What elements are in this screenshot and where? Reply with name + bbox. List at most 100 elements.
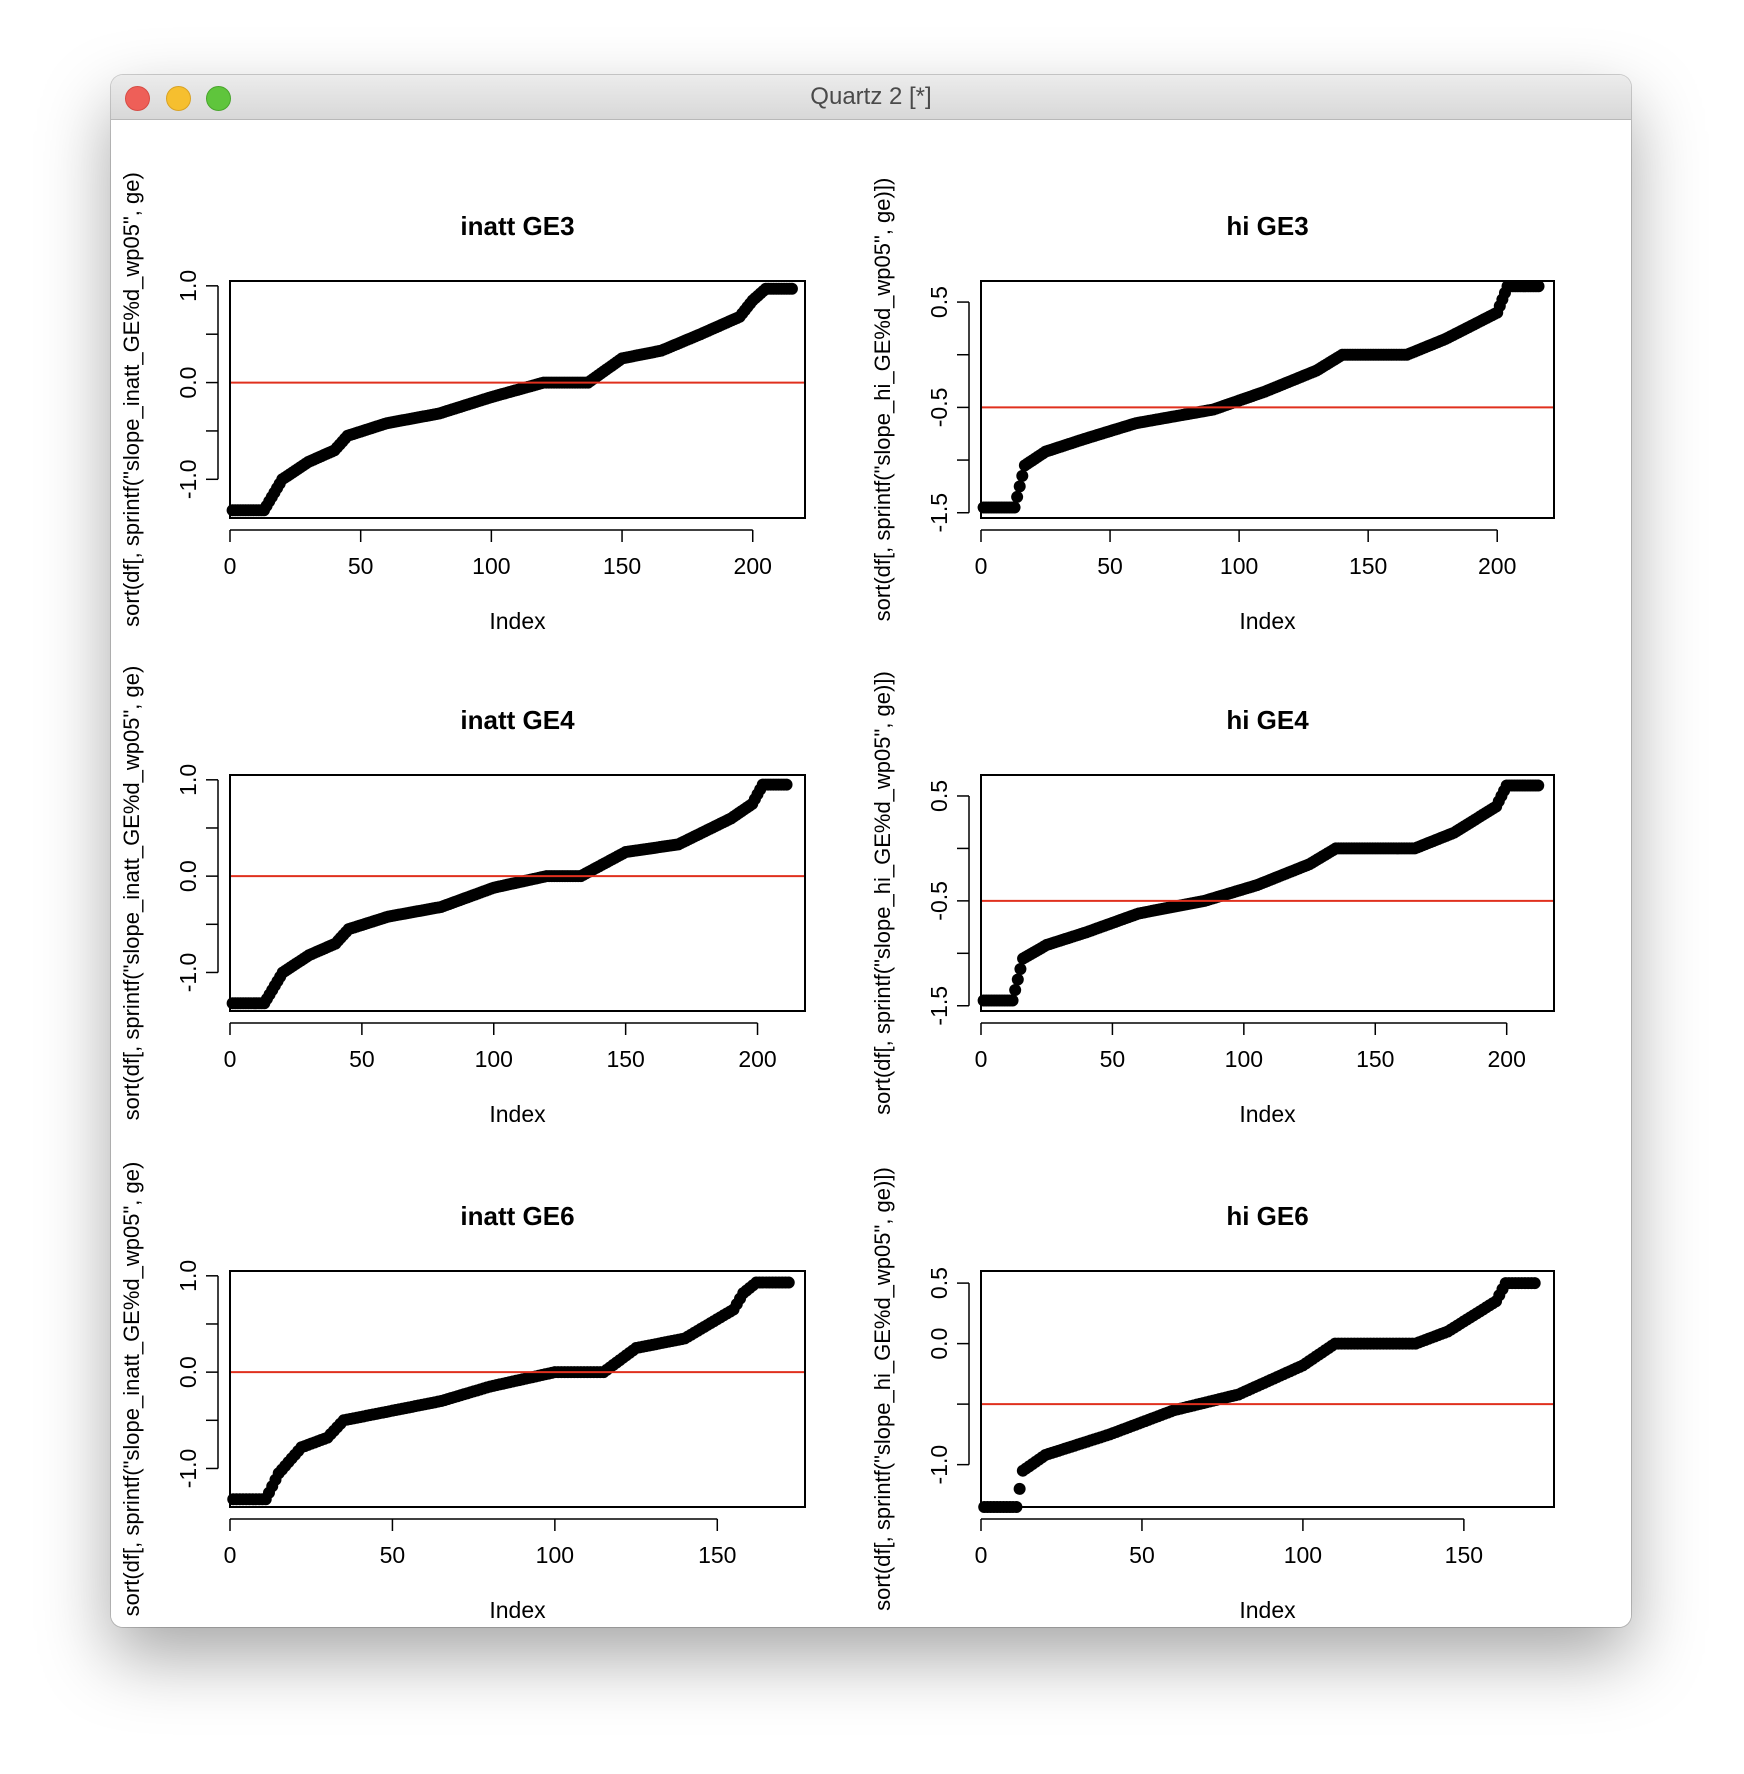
y-tick-label: 1.0 xyxy=(175,270,201,302)
data-point xyxy=(780,778,793,791)
y-tick-label: 1.0 xyxy=(175,1260,201,1292)
chart-title: inatt GE6 xyxy=(460,1201,574,1231)
chart-title: inatt GE3 xyxy=(460,211,574,241)
y-axis-label: sort(df[, sprintf("slope_hi_GE%d_wp05", … xyxy=(870,178,895,622)
x-axis-label: Index xyxy=(489,1597,546,1623)
x-tick-label: 0 xyxy=(224,553,237,579)
data-point xyxy=(1013,480,1026,493)
data-points xyxy=(977,779,1545,1007)
x-tick-label: 150 xyxy=(606,1046,644,1072)
y-tick-label: -1.5 xyxy=(926,986,952,1026)
data-points xyxy=(227,1276,795,1506)
y-tick-label: -1.0 xyxy=(175,459,201,499)
y-axis-label: sort(df[, sprintf("slope_inatt_GE%d_wp05… xyxy=(119,1162,144,1617)
x-tick-label: 50 xyxy=(1129,1542,1155,1568)
data-point xyxy=(1008,501,1021,514)
x-tick-label: 100 xyxy=(475,1046,513,1072)
close-button[interactable] xyxy=(125,86,150,111)
data-point xyxy=(782,1276,795,1289)
plot-frame xyxy=(980,1270,1555,1508)
x-axis: 0 50 100 150 200 xyxy=(224,1022,777,1072)
x-axis-label: Index xyxy=(489,1101,546,1127)
window-title: Quartz 2 [*] xyxy=(810,83,932,110)
x-axis-label: Index xyxy=(1239,1597,1296,1623)
chart-title: hi GE4 xyxy=(1226,705,1309,735)
data-points xyxy=(978,1277,1541,1513)
data-point xyxy=(1532,280,1545,293)
chart-panel-2: hi GE3 0 50 100 150 200 Index -1.5 -0.5 0.5 sort(d… xyxy=(870,178,1555,634)
y-axis: -1.0 0.0 1.0 xyxy=(175,764,219,992)
x-axis-label: Index xyxy=(489,608,546,634)
data-point xyxy=(1006,994,1019,1007)
x-tick-label: 100 xyxy=(1225,1046,1263,1072)
x-tick-label: 100 xyxy=(1220,553,1258,579)
x-axis: 0 50 100 150 200 xyxy=(224,529,772,579)
y-axis-label: sort(df[, sprintf("slope_hi_GE%d_wp05", … xyxy=(870,671,895,1115)
y-tick-label: 0.5 xyxy=(926,286,952,318)
chart-panel-1: inatt GE3 0 50 100 150 200 Index -1.0 0.0 1.0 sort… xyxy=(119,172,806,634)
y-tick-label: -1.5 xyxy=(926,493,952,533)
x-tick-label: 100 xyxy=(1284,1542,1322,1568)
y-axis: -1.5 -0.5 0.5 xyxy=(926,286,970,533)
x-tick-label: 50 xyxy=(380,1542,406,1568)
y-tick-label: 0.0 xyxy=(926,1328,952,1360)
x-tick-label: 200 xyxy=(738,1046,776,1072)
data-point xyxy=(1014,963,1027,976)
chart-title: hi GE3 xyxy=(1226,211,1308,241)
x-tick-label: 150 xyxy=(1356,1046,1394,1072)
x-axis-label: Index xyxy=(1239,1101,1296,1127)
y-axis: -1.0 0.0 1.0 xyxy=(175,1260,219,1489)
zoom-button[interactable] xyxy=(206,86,231,111)
y-axis: -1.5 -0.5 0.5 xyxy=(926,780,970,1026)
data-point xyxy=(1016,469,1029,482)
plot-frame xyxy=(229,774,806,1012)
data-points xyxy=(226,778,793,1010)
plot-frame xyxy=(229,280,806,519)
x-axis: 0 50 100 150 xyxy=(224,1518,736,1568)
chart-panel-5: inatt GE6 0 50 100 150 Index -1.0 0.0 1.0 sort(df… xyxy=(119,1162,806,1623)
x-tick-label: 200 xyxy=(1488,1046,1526,1072)
y-axis-label: sort(df[, sprintf("slope_inatt_GE%d_wp05… xyxy=(119,666,144,1121)
y-axis: -1.0 0.0 1.0 xyxy=(175,270,219,499)
y-tick-label: -1.0 xyxy=(175,1449,201,1489)
x-tick-label: 150 xyxy=(698,1542,736,1568)
data-point xyxy=(1528,1277,1541,1290)
plots-canvas: inatt GE3 0 50 100 150 200 Index -1.0 0.0 1.0 sort… xyxy=(119,172,1555,1623)
y-tick-label: 0.0 xyxy=(175,367,201,399)
chart-title: inatt GE4 xyxy=(460,705,575,735)
y-tick-label: -0.5 xyxy=(926,388,952,428)
chart-panel-4: hi GE4 0 50 100 150 200 Index -1.5 -0.5 0.5 sort(d… xyxy=(870,671,1555,1127)
x-tick-label: 50 xyxy=(349,1046,375,1072)
x-axis: 0 50 100 150 200 xyxy=(975,529,1516,579)
x-tick-label: 100 xyxy=(472,553,510,579)
y-tick-label: 0.5 xyxy=(926,1267,952,1299)
plot-frame xyxy=(980,774,1555,1012)
data-point xyxy=(785,282,798,295)
chart-panel-6: hi GE6 0 50 100 150 Index -1.0 0.0 0.5 sort(df[, … xyxy=(870,1167,1555,1623)
y-axis: -1.0 0.0 0.5 xyxy=(926,1267,970,1485)
x-axis: 0 50 100 150 200 xyxy=(975,1022,1526,1072)
x-tick-label: 0 xyxy=(224,1542,237,1568)
plot-area: inatt GE3 0 50 100 150 200 Index -1.0 0.0 1.0 sort… xyxy=(111,120,1631,1627)
y-axis-label: sort(df[, sprintf("slope_inatt_GE%d_wp05… xyxy=(119,172,144,627)
y-tick-label: -1.0 xyxy=(926,1445,952,1485)
y-tick-label: 0.5 xyxy=(926,780,952,812)
data-point xyxy=(1011,490,1024,503)
title-bar[interactable]: Quartz 2 [*] xyxy=(111,75,1631,120)
data-point xyxy=(1532,779,1545,792)
x-tick-label: 0 xyxy=(975,1542,988,1568)
x-tick-label: 0 xyxy=(975,553,988,579)
y-tick-label: 1.0 xyxy=(175,764,201,796)
x-tick-label: 150 xyxy=(1349,553,1387,579)
chart-title: hi GE6 xyxy=(1226,1201,1308,1231)
chart-panel-3: inatt GE4 0 50 100 150 200 Index -1.0 0.0 1.0 sort… xyxy=(119,666,806,1127)
x-tick-label: 150 xyxy=(603,553,641,579)
plot-frame xyxy=(980,280,1555,519)
y-axis-label: sort(df[, sprintf("slope_hi_GE%d_wp05", … xyxy=(870,1167,895,1611)
data-point xyxy=(1009,984,1022,997)
x-tick-label: 200 xyxy=(1478,553,1516,579)
data-points xyxy=(977,280,1545,514)
x-tick-label: 200 xyxy=(734,553,772,579)
minimize-button[interactable] xyxy=(166,86,191,111)
x-tick-label: 50 xyxy=(1100,1046,1126,1072)
